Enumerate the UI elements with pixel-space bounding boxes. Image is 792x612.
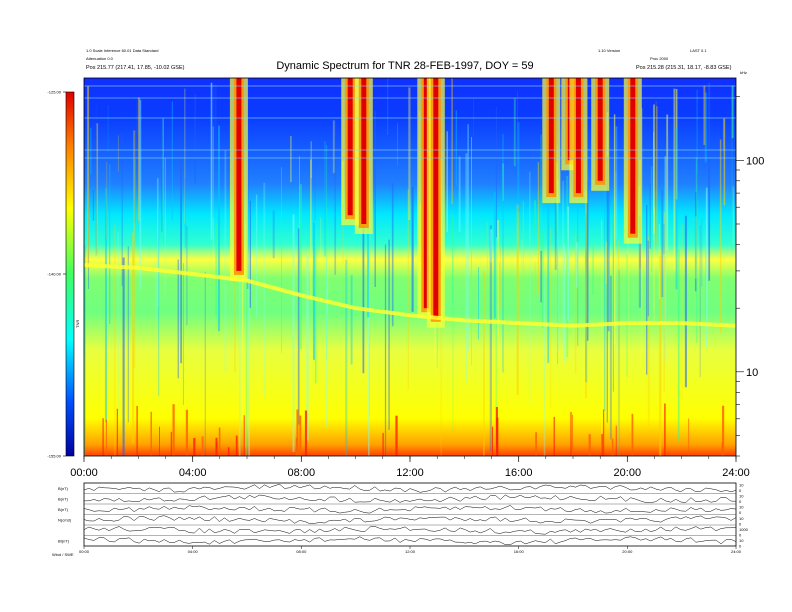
solar-wind-series-label: B(nT)	[58, 486, 69, 491]
y-axis: 100 10	[736, 96, 764, 457]
plasma-frequency-line	[84, 263, 736, 328]
chart-title: Dynamic Spectrum for TNR 28-FEB-1997, DO…	[276, 60, 533, 72]
y-tick-label: 10	[746, 367, 758, 379]
header-right-line-1: 1.10 Version	[598, 48, 620, 53]
colorbar-gradient	[65, 91, 75, 457]
solar-wind-right-tick: 0	[739, 532, 742, 537]
solar-wind-x-tick-label: 24:00	[731, 549, 742, 554]
header-left-position: Pos 215.77 (217.41, 17.85, -10.02 GSE)	[86, 65, 185, 71]
x-tick-label: 24:00	[722, 467, 750, 479]
solar-wind-right-tick: 10	[739, 538, 744, 543]
solar-wind-right-tick: 10	[739, 494, 744, 499]
solar-wind-right-tick: 0	[739, 544, 742, 549]
spectrogram	[84, 78, 736, 456]
x-axis: 00:00 04:00 08:00 12:00 16:00 20:00 24:00	[70, 456, 750, 479]
x-tick-label: 16:00	[505, 467, 533, 479]
frequency-unit-label: kHz	[740, 70, 747, 75]
burst-peak	[347, 78, 353, 216]
burst-peak	[630, 78, 636, 234]
header-left-line-1: 1.0 Scale Inference 60.01 Data Standard	[86, 48, 159, 53]
solar-wind-x-tick-label: 00:00	[79, 549, 90, 554]
header-right: 1.10 Version LAST 0.1 Proc 2000 Pos 215.…	[598, 48, 747, 75]
colorbar-label: TNR	[75, 320, 80, 328]
footer-label: Wind / SWE	[52, 552, 74, 557]
solar-wind-trace	[83, 536, 737, 545]
solar-wind-trace	[83, 515, 737, 524]
solar-wind-right-tick: 10	[739, 483, 744, 488]
colorbar-tick-label: -140.00	[47, 272, 61, 277]
colorbar-tick-label: -155.00	[47, 454, 61, 459]
spectrogram-channel-lines	[84, 85, 736, 159]
spectrogram-streaks	[84, 78, 735, 456]
solar-wind-right-tick: 10	[739, 505, 744, 510]
solar-wind-right-tick: 10	[739, 516, 744, 521]
solar-wind-right-tick: 1000	[739, 527, 749, 532]
solar-wind-x-tick-label: 20:00	[622, 549, 633, 554]
solar-wind-trace	[83, 494, 737, 503]
solar-wind-series-label: B(nT)	[58, 507, 69, 512]
solar-wind-x-tick-label: 04:00	[188, 549, 199, 554]
burst-peak	[236, 78, 242, 271]
burst-peak	[597, 78, 603, 181]
colorbar-tick-label: -125.00	[47, 90, 61, 95]
header-right-line-3: Proc 2000	[650, 56, 669, 61]
solar-wind-series-label: B(nT)	[58, 496, 69, 501]
solar-wind-x-tick-label: 08:00	[296, 549, 307, 554]
solar-wind-right-tick: 0	[739, 510, 742, 515]
burst-peak	[575, 78, 581, 194]
y-tick-label: 100	[746, 155, 764, 167]
colorbar: TNR -125.00 -140.00 -155.00	[47, 90, 80, 459]
solar-wind-series-label: N(cm3)	[58, 517, 72, 522]
x-tick-label: 12:00	[396, 467, 424, 479]
x-tick-label: 20:00	[614, 467, 642, 479]
solar-wind-series-label: Bt(nT)	[58, 538, 70, 543]
solar-wind-panel: B(nT)B(nT)B(nT)N(cm3)Bt(nT) 100100100100…	[52, 483, 749, 558]
solar-wind-right-tick: 0	[739, 499, 742, 504]
burst-peak	[433, 78, 439, 318]
solar-wind-trace	[83, 505, 737, 514]
burst-peak	[548, 78, 554, 194]
burst-peak	[361, 78, 367, 224]
header-left-line-2: Attenuation 0.0	[86, 56, 114, 61]
solar-wind-right-tick: 0	[739, 521, 742, 526]
solar-wind-trace	[83, 483, 737, 493]
solar-wind-right-tick: 0	[739, 488, 742, 493]
solar-wind-x-tick-label: 12:00	[405, 549, 416, 554]
x-tick-label: 04:00	[179, 467, 207, 479]
x-tick-label: 00:00	[70, 467, 98, 479]
header-left: 1.0 Scale Inference 60.01 Data Standard …	[86, 48, 185, 71]
solar-wind-x-tick-label: 16:00	[514, 549, 525, 554]
solar-wind-trace	[83, 526, 737, 535]
header-right-line-2: LAST 0.1	[690, 48, 707, 53]
burst-peak	[423, 78, 429, 309]
header-right-position: Pos 215.28 (215.31, 18.17, -8.83 GSE)	[636, 65, 732, 71]
x-tick-label: 08:00	[288, 467, 316, 479]
